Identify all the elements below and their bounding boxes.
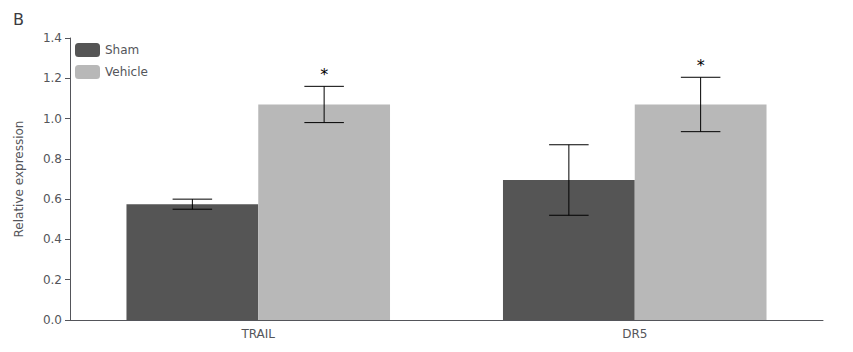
svg-text:0.4: 0.4 (43, 232, 62, 246)
svg-text:TRAIL: TRAIL (240, 327, 275, 341)
svg-text:1.0: 1.0 (43, 112, 62, 126)
svg-text:1.2: 1.2 (43, 71, 62, 85)
svg-text:Sham: Sham (105, 43, 139, 57)
svg-text:1.4: 1.4 (43, 31, 62, 45)
svg-text:*: * (697, 56, 705, 75)
svg-text:0.6: 0.6 (43, 192, 62, 206)
svg-text:B: B (13, 10, 24, 29)
svg-text:Relative expression: Relative expression (12, 121, 26, 238)
svg-text:Vehicle: Vehicle (105, 65, 148, 79)
svg-text:*: * (320, 65, 328, 84)
svg-text:0.0: 0.0 (43, 313, 62, 327)
svg-text:DR5: DR5 (622, 327, 647, 341)
svg-text:0.8: 0.8 (43, 152, 62, 166)
svg-text:0.2: 0.2 (43, 273, 62, 287)
